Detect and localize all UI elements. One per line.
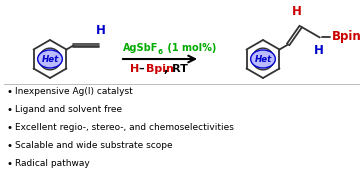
Text: Het: Het <box>41 54 59 64</box>
Text: Bpin: Bpin <box>332 30 362 43</box>
Text: H: H <box>314 44 324 57</box>
Text: , RT: , RT <box>164 64 188 74</box>
Text: •: • <box>6 123 12 133</box>
Ellipse shape <box>250 50 276 68</box>
Text: Inexpensive Ag(I) catalyst: Inexpensive Ag(I) catalyst <box>15 88 133 97</box>
Text: 6: 6 <box>158 50 163 56</box>
Text: Het: Het <box>254 54 272 64</box>
Text: Bpin: Bpin <box>146 64 174 74</box>
Text: AgSbF: AgSbF <box>123 43 158 53</box>
Text: •: • <box>6 141 12 151</box>
Text: (1 mol%): (1 mol%) <box>163 43 216 53</box>
Text: Scalable and wide substrate scope: Scalable and wide substrate scope <box>15 142 173 150</box>
Text: •: • <box>6 87 12 97</box>
Text: •: • <box>6 159 12 169</box>
Text: H: H <box>95 25 105 37</box>
Text: Excellent regio-, stereo-, and chemoselectivities: Excellent regio-, stereo-, and chemosele… <box>15 123 234 132</box>
Text: H: H <box>130 64 139 74</box>
Text: •: • <box>6 105 12 115</box>
Text: Radical pathway: Radical pathway <box>15 160 90 169</box>
Text: Ligand and solvent free: Ligand and solvent free <box>15 105 122 115</box>
Text: –: – <box>138 64 144 74</box>
Ellipse shape <box>38 50 62 68</box>
Text: H: H <box>292 5 302 19</box>
